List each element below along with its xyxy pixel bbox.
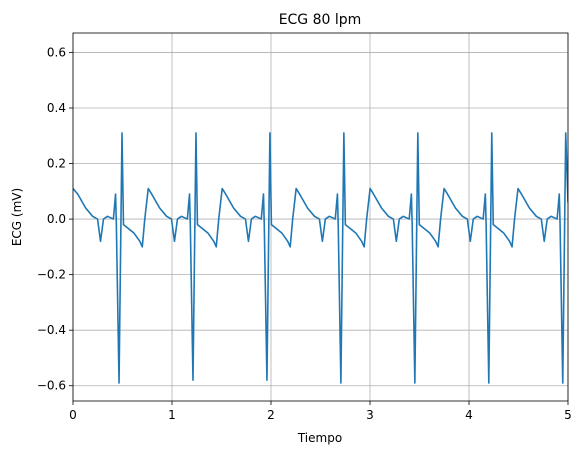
- x-axis-label: Tiempo: [297, 431, 342, 445]
- y-tick-label: −0.2: [37, 268, 66, 282]
- x-tick-label: 3: [366, 408, 374, 422]
- y-tick-label: 0.2: [47, 157, 66, 171]
- y-tick-label: 0.4: [47, 101, 66, 115]
- plot-frame: [72, 32, 569, 402]
- y-tick-label: 0.0: [47, 212, 66, 226]
- y-axis-label: ECG (mV): [10, 188, 24, 246]
- x-tick-label: 0: [69, 408, 77, 422]
- x-tick-label: 2: [267, 408, 275, 422]
- y-tick-label: −0.4: [37, 323, 66, 337]
- chart-title: ECG 80 lpm: [279, 12, 362, 28]
- x-tick-label: 1: [168, 408, 176, 422]
- x-tick-label: 5: [564, 408, 572, 422]
- x-tick-label: 4: [465, 408, 473, 422]
- ecg-line: [73, 132, 568, 384]
- y-tick-label: 0.6: [47, 45, 66, 59]
- y-tick-label: −0.6: [37, 379, 66, 393]
